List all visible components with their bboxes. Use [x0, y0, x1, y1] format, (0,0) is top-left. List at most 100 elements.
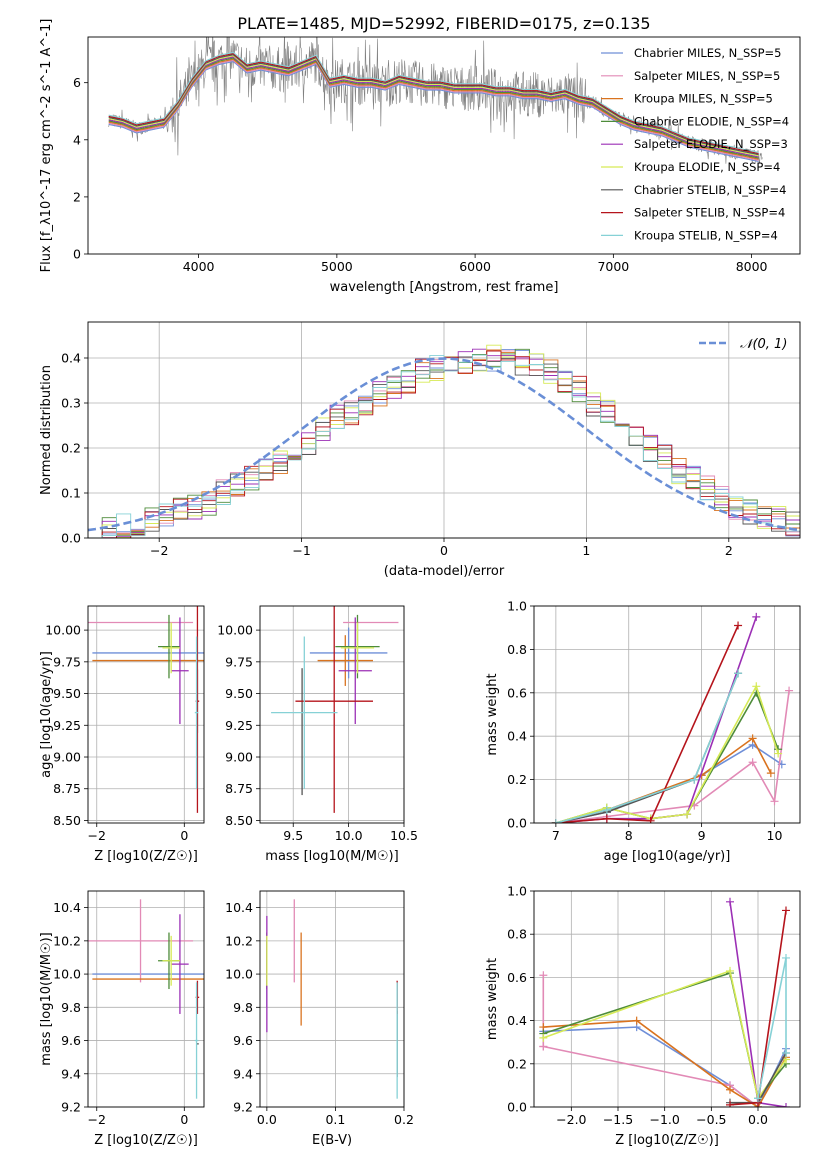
spectrum-model-line — [108, 56, 759, 158]
x-tick-label: 7 — [552, 828, 560, 843]
panel-mass_vs_ebv: 0.0 0.1 0.2 9.2 9.4 9.6 9.8 10.0 10.2 10.4 E(B-V) — [225, 890, 414, 1148]
y-tick-label: 0.4 — [61, 351, 81, 366]
histogram-series — [88, 356, 800, 538]
panel-age_vs_mass: 9.5 10.0 10.5 8.50 8.75 9.00 9.25 9.50 9.75 10.00… — [217, 605, 418, 864]
plus-marker — [752, 612, 761, 621]
x-tick-label: 0.0 — [748, 1112, 768, 1127]
x-axis-label: (data-model)/error — [384, 564, 505, 579]
y-tick-label: 10.0 — [53, 967, 81, 982]
plus-marker — [782, 906, 790, 915]
x-tick-label: −2.0 — [556, 1112, 586, 1127]
spectrum-model-line — [108, 58, 759, 160]
histogram-series — [88, 354, 800, 538]
x-tick-label: −2 — [88, 828, 106, 843]
y-tick-label: 0.2 — [61, 441, 81, 456]
plus-marker — [726, 1085, 734, 1094]
spectrum-model-line — [108, 57, 759, 159]
y-tick-label: 10.4 — [53, 900, 81, 915]
plot-area-mass_vs_ebv — [266, 899, 398, 1099]
x-axis-label: mass [log10(M/M☉)] — [265, 849, 398, 864]
y-tick-label: 9.50 — [53, 686, 81, 701]
y-tick-label: 0.8 — [507, 642, 527, 657]
y-tick-label: 0.3 — [61, 396, 81, 411]
plus-marker — [690, 775, 699, 784]
y-tick-label: 8.75 — [225, 781, 253, 796]
x-tick-label: 7000 — [597, 259, 629, 274]
y-axis-label: Normed distribution — [39, 365, 54, 495]
y-tick-label: 0.4 — [507, 1013, 527, 1028]
plus-marker — [752, 682, 761, 691]
x-tick-label: 10.0 — [335, 828, 363, 843]
y-tick-label: 9.00 — [53, 750, 81, 765]
spectrum-model-line — [108, 59, 759, 161]
plus-marker — [602, 814, 611, 823]
y-tick-label: 1.0 — [507, 884, 527, 899]
y-axis-label: mass [log10(M/M☉)] — [39, 932, 54, 1065]
x-tick-label: 0.1 — [325, 1112, 345, 1127]
x-tick-label: −0.5 — [696, 1112, 726, 1127]
normal-curve — [88, 357, 800, 532]
spectrum-model-line — [108, 53, 759, 155]
y-tick-label: 0.0 — [507, 816, 527, 831]
panel-weight_vs_Z: −2.0 −1.5 −1.0 −0.5 0.0 0.0 0.2 0.4 0.6 0.8 1.0 Z [… — [485, 884, 801, 1148]
x-axis-label: Z [log10(Z/Z☉)] — [615, 1133, 719, 1148]
x-tick-label: 1 — [582, 543, 590, 558]
spectrum-model-line — [108, 54, 759, 156]
weight-line — [555, 625, 739, 823]
axes-frame — [533, 605, 801, 824]
y-tick-label: 9.25 — [53, 718, 81, 733]
figure-title: PLATE=1485, MJD=52992, FIBERID=0175, z=0… — [237, 14, 650, 33]
plus-marker — [748, 734, 757, 743]
y-tick-label: 9.4 — [233, 1066, 253, 1081]
legend-entry: Chabrier MILES, N_SSP=5 — [634, 46, 781, 60]
plus-marker — [646, 816, 655, 823]
y-tick-label: 0.0 — [507, 1100, 527, 1115]
plus-marker — [782, 1049, 790, 1057]
x-axis-label: Z [log10(Z/Z☉)] — [94, 1133, 198, 1148]
legend-entry: Salpeter STELIB, N_SSP=4 — [634, 206, 785, 220]
y-tick-label: 10.2 — [53, 933, 81, 948]
y-tick-label: 0.6 — [507, 970, 527, 985]
x-tick-label: −1 — [292, 543, 310, 558]
panel-age_vs_Z: −2 0 8.50 8.75 9.00 9.25 9.50 9.75 10.00 Z [log10… — [39, 605, 205, 864]
spectrum-model-line — [108, 51, 759, 153]
x-tick-label: 10.5 — [390, 828, 418, 843]
x-axis-label: E(B-V) — [312, 1133, 352, 1148]
y-tick-label: 10.00 — [45, 623, 81, 638]
weight-line — [555, 690, 790, 823]
plus-marker — [782, 953, 790, 962]
y-tick-label: 8.75 — [53, 781, 81, 796]
plus-marker — [734, 621, 743, 630]
panel-spectrum: 4000 5000 6000 7000 8000 0 2 4 6 wavelength [Angs… — [39, 19, 801, 295]
y-tick-label: 9.6 — [61, 1033, 81, 1048]
plus-marker — [602, 805, 611, 814]
plus-marker — [726, 1100, 734, 1107]
plus-marker — [632, 1016, 641, 1025]
plus-marker — [782, 1103, 790, 1107]
x-tick-label: −1.0 — [649, 1112, 679, 1127]
y-tick-label: 9.6 — [233, 1033, 253, 1048]
y-axis-label: mass weight — [485, 958, 500, 1040]
y-tick-label: 9.25 — [225, 718, 253, 733]
plot-area-weight_vs_age — [551, 612, 794, 823]
y-tick-label: 0.4 — [507, 729, 527, 744]
plus-marker — [539, 1033, 548, 1042]
y-tick-label: 2 — [73, 189, 81, 204]
y-tick-label: 0.8 — [507, 927, 527, 942]
y-tick-label: 8.50 — [225, 813, 253, 828]
weight-line — [555, 737, 772, 823]
weight-line — [542, 975, 759, 1107]
x-tick-label: 6000 — [459, 259, 491, 274]
y-tick-label: 6 — [73, 75, 81, 90]
y-tick-label: 0.2 — [507, 772, 527, 787]
x-tick-label: 4000 — [183, 259, 215, 274]
y-tick-label: 0.0 — [61, 531, 81, 546]
y-tick-label: 8.50 — [53, 813, 81, 828]
x-tick-label: 0.0 — [257, 1112, 277, 1127]
spectrum-model-line — [108, 61, 759, 163]
y-tick-label: 9.00 — [225, 750, 253, 765]
x-tick-label: 0 — [180, 1112, 188, 1127]
legend-entry: Salpeter MILES, N_SSP=5 — [634, 69, 780, 83]
plus-marker — [539, 971, 548, 980]
